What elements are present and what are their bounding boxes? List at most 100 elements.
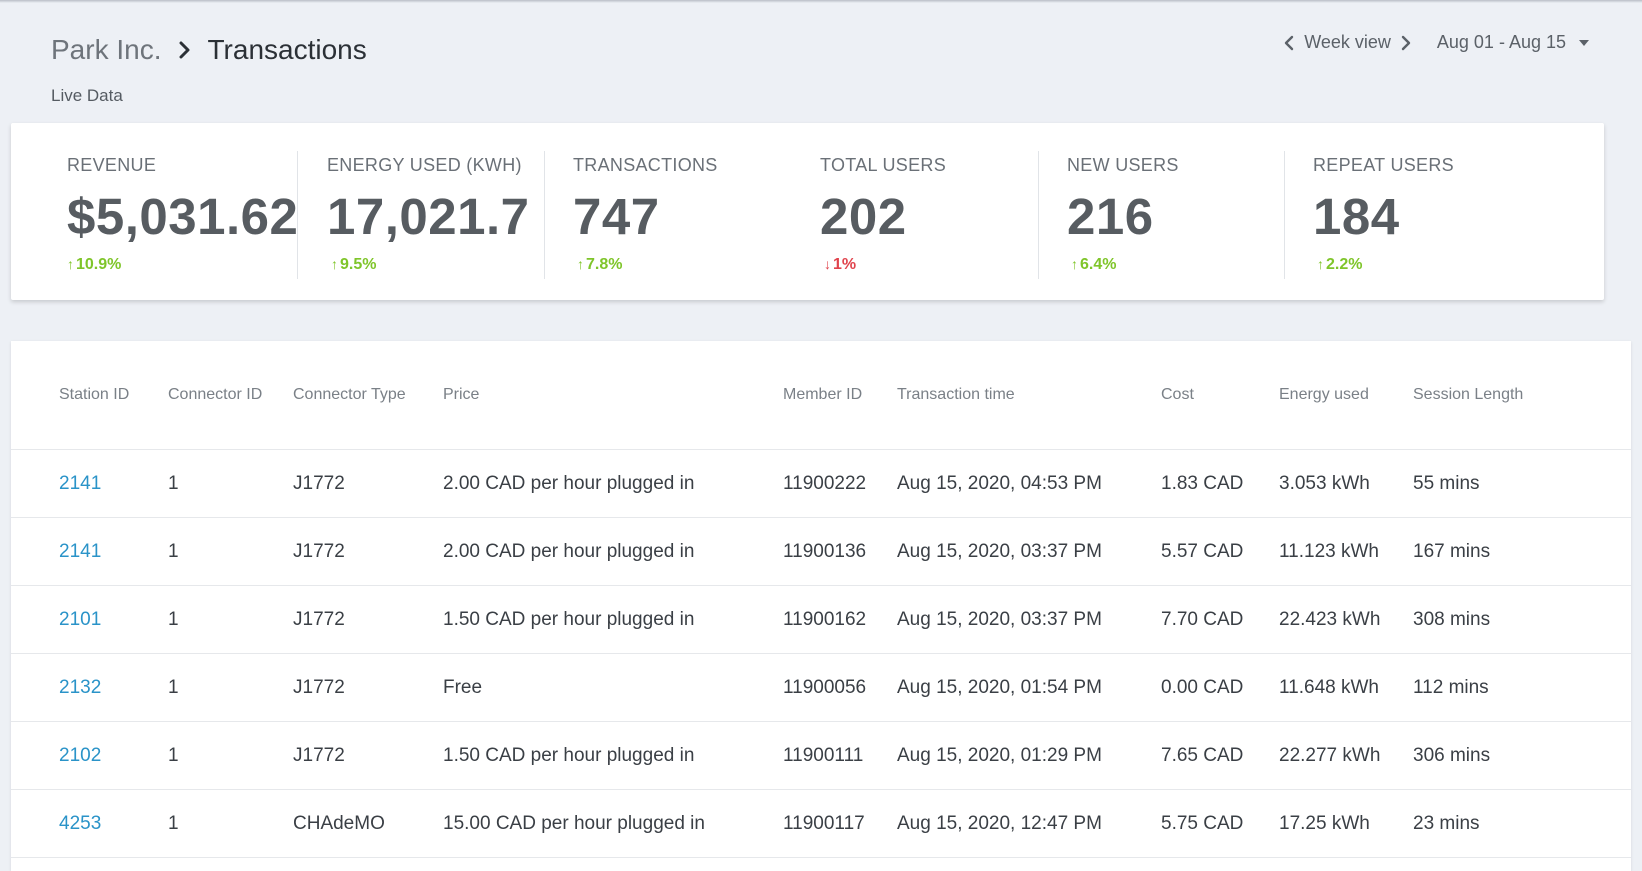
connector-id-cell: 1 (168, 585, 293, 654)
table-row[interactable]: 2141 1 J1772 2.00 CAD per hour plugged i… (11, 449, 1631, 518)
date-range-dropdown[interactable]: Aug 01 - Aug 15 (1437, 32, 1590, 53)
session-length-cell: 55 mins (1413, 449, 1631, 518)
column-header-connector-type[interactable]: Connector Type (293, 341, 443, 450)
connector-id-cell: 1 (168, 517, 293, 586)
energy-used-cell: 22.277 kWh (1279, 721, 1413, 790)
energy-used-cell: 17.25 kWh (1279, 789, 1413, 858)
kpi-value: $5,031.62 (67, 188, 299, 245)
member-id-cell: 11900117 (783, 789, 897, 858)
column-header-member-id[interactable]: Member ID (783, 341, 897, 450)
price-cell: 1.50 CAD per hour plugged in (443, 585, 783, 654)
kpi-delta: ↑ 10.9% (67, 256, 122, 273)
cost-cell: 7.70 CAD (1161, 585, 1279, 654)
session-length-cell: 112 mins (1413, 653, 1631, 722)
kpi-value: 184 (1313, 188, 1400, 245)
kpi-label: TOTAL USERS (820, 155, 946, 175)
arrow-up-icon: ↑ (331, 256, 338, 272)
kpi-summary-card: REVENUE $5,031.62 ↑ 10.9% ENERGY USED (KW… (11, 123, 1604, 300)
cost-cell: 0.00 CAD (1161, 653, 1279, 722)
table-row[interactable]: 4253 1 CHAdeMO 15.00 CAD per hour plugge… (11, 789, 1631, 858)
connector-type-cell: J1772 (293, 449, 443, 518)
cost-cell: 7.65 CAD (1161, 721, 1279, 790)
chevron-right-icon[interactable] (1393, 35, 1419, 51)
kpi-total-users: TOTAL USERS 202 ↓ 1% (791, 151, 1038, 279)
station-id-link[interactable]: 2141 (59, 472, 102, 494)
kpi-revenue: REVENUE $5,031.62 ↑ 10.9% (11, 151, 299, 279)
price-cell: 2.00 CAD per hour plugged in (443, 449, 783, 518)
date-range-label: Aug 01 - Aug 15 (1436, 32, 1566, 52)
cost-cell: 1.83 CAD (1161, 449, 1279, 518)
price-cell: 15.00 CAD per hour plugged in (443, 789, 783, 858)
week-view-label[interactable]: Week view (1304, 32, 1391, 52)
member-id-cell: 11900162 (783, 585, 897, 654)
column-header-session-length[interactable]: Session Length (1413, 341, 1631, 450)
member-id-cell: 11900222 (783, 449, 897, 518)
cost-cell: 5.75 CAD (1161, 789, 1279, 858)
chevron-left-icon[interactable] (1276, 35, 1302, 51)
transaction-time-cell: Aug 15, 2020, 03:37 PM (897, 585, 1161, 654)
kpi-new-users: NEW USERS 216 ↑ 6.4% (1038, 151, 1285, 279)
arrow-up-icon: ↑ (577, 256, 584, 272)
connector-type-cell: J1772 (293, 517, 443, 586)
caret-down-icon (1578, 39, 1590, 47)
cost-cell: 5.57 CAD (1161, 517, 1279, 586)
table-row[interactable]: 2101 1 J1772 1.50 CAD per hour plugged i… (11, 585, 1631, 654)
arrow-up-icon: ↑ (1071, 256, 1078, 272)
column-header-price[interactable]: Price (443, 341, 783, 450)
connector-id-cell: 1 (168, 653, 293, 722)
connector-id-cell: 1 (168, 721, 293, 790)
column-header-station-id[interactable]: Station ID (11, 341, 168, 450)
energy-used-cell: 22.423 kWh (1279, 585, 1413, 654)
kpi-repeat-users: REPEAT USERS 184 ↑ 2.2% (1284, 151, 1585, 279)
kpi-label: REPEAT USERS (1313, 155, 1454, 175)
station-id-link[interactable]: 4253 (59, 812, 102, 834)
table-row[interactable]: 2141 1 J1772 2.00 CAD per hour plugged i… (11, 517, 1631, 586)
kpi-value: 747 (573, 188, 660, 245)
kpi-value: 17,021.7 (327, 188, 530, 245)
station-id-link[interactable]: 2102 (59, 744, 102, 766)
price-cell: Free (443, 653, 783, 722)
column-header-transaction-time[interactable]: Transaction time (897, 341, 1161, 450)
kpi-label: NEW USERS (1067, 155, 1179, 175)
connector-id-cell: 1 (168, 789, 293, 858)
kpi-delta: ↑ 9.5% (331, 256, 377, 273)
kpi-label: TRANSACTIONS (573, 155, 718, 175)
period-navigation: Week view Aug 01 - Aug 15 (1276, 32, 1590, 53)
column-header-energy-used[interactable]: Energy used (1279, 341, 1413, 450)
station-id-link[interactable]: 2132 (59, 676, 102, 698)
session-length-cell: 308 mins (1413, 585, 1631, 654)
breadcrumb: Park Inc. Transactions (51, 30, 367, 70)
column-header-cost[interactable]: Cost (1161, 341, 1279, 450)
session-length-cell: 167 mins (1413, 517, 1631, 586)
price-cell: 2.00 CAD per hour plugged in (443, 517, 783, 586)
transactions-table-card: Station ID Connector ID Connector Type P… (11, 341, 1631, 871)
kpi-delta: ↑ 6.4% (1071, 256, 1117, 273)
station-id-link[interactable]: 2101 (59, 608, 102, 630)
arrow-up-icon: ↑ (1317, 256, 1324, 272)
column-header-connector-id[interactable]: Connector ID (168, 341, 293, 450)
station-id-link[interactable]: 2141 (59, 540, 102, 562)
transaction-time-cell: Aug 15, 2020, 04:53 PM (897, 449, 1161, 518)
connector-type-cell: J1772 (293, 653, 443, 722)
energy-used-cell: 11.123 kWh (1279, 517, 1413, 586)
table-header-row: Station ID Connector ID Connector Type P… (11, 341, 1631, 450)
session-length-cell: 23 mins (1413, 789, 1631, 858)
connector-id-cell: 1 (168, 449, 293, 518)
member-id-cell: 11900136 (783, 517, 897, 586)
chevron-right-icon (161, 41, 207, 59)
kpi-delta: ↑ 7.8% (577, 256, 623, 273)
kpi-label: REVENUE (67, 155, 157, 175)
live-data-label: Live Data (51, 86, 123, 105)
table-row[interactable]: 2102 1 J1772 1.50 CAD per hour plugged i… (11, 721, 1631, 790)
connector-type-cell: CHAdeMO (293, 789, 443, 858)
session-length-cell: 306 mins (1413, 721, 1631, 790)
table-row[interactable]: 2132 1 J1772 Free 11900056 Aug 15, 2020,… (11, 653, 1631, 722)
page-title: Transactions (207, 34, 367, 65)
price-cell: 1.50 CAD per hour plugged in (443, 721, 783, 790)
kpi-delta: ↑ 2.2% (1317, 256, 1363, 273)
breadcrumb-org[interactable]: Park Inc. (51, 34, 162, 65)
kpi-value: 202 (820, 188, 907, 245)
kpi-energy-used: ENERGY USED (KWH) 17,021.7 ↑ 9.5% (297, 151, 545, 279)
energy-used-cell: 11.648 kWh (1279, 653, 1413, 722)
top-shadow (0, 0, 1642, 3)
